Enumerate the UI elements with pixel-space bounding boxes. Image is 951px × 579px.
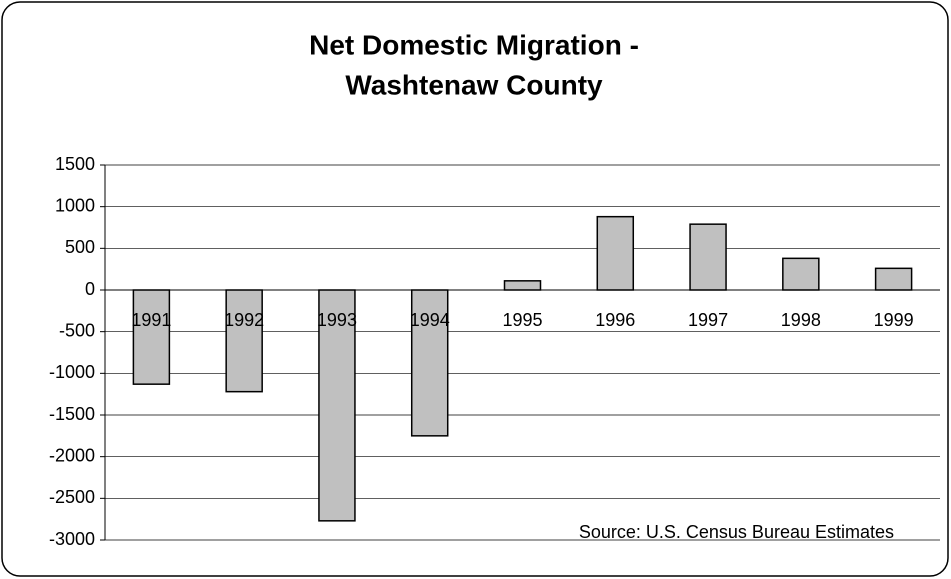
y-tick-label: 1000 — [55, 195, 95, 215]
x-tick-label: 1999 — [874, 310, 914, 330]
x-tick-label: 1995 — [502, 310, 542, 330]
y-tick-label: -3000 — [49, 529, 95, 549]
bar — [225, 289, 263, 393]
bar — [503, 280, 542, 291]
chart-title: Net Domestic Migration - — [309, 29, 639, 60]
bar — [410, 289, 449, 437]
x-tick-label: 1998 — [781, 310, 821, 330]
annotation: Source: U.S. Census Bureau Estimates — [579, 522, 894, 542]
y-tick-label: -2500 — [49, 487, 95, 507]
y-tick-label: 500 — [65, 237, 95, 257]
y-tick-label: -1000 — [49, 362, 95, 382]
bar — [596, 215, 635, 291]
bar — [689, 223, 727, 291]
bar — [874, 267, 913, 291]
x-tick-label: 1994 — [410, 310, 450, 330]
x-tick-label: 1992 — [224, 310, 264, 330]
x-tick-label: 1997 — [688, 310, 728, 330]
y-tick-label: 0 — [85, 279, 95, 299]
bar — [318, 289, 356, 522]
bar — [132, 289, 171, 385]
bar — [782, 257, 820, 291]
y-tick-label: -500 — [59, 320, 95, 340]
y-tick-label: -2000 — [49, 445, 95, 465]
chart-title: Washtenaw County — [345, 69, 603, 100]
y-tick-label: 1500 — [55, 154, 95, 174]
x-tick-label: 1991 — [131, 310, 171, 330]
y-tick-label: -1500 — [49, 404, 95, 424]
x-tick-label: 1996 — [595, 310, 635, 330]
x-tick-label: 1993 — [317, 310, 357, 330]
